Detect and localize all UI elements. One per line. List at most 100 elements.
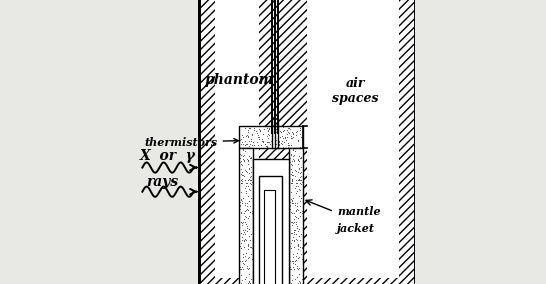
Point [295,214,304,218]
Point [292,232,300,237]
Point [239,252,247,256]
Point [289,157,298,161]
Point [293,226,301,231]
Point [275,139,284,143]
Point [235,160,244,165]
Point [260,142,269,147]
Point [258,139,267,144]
Point [239,172,247,177]
Point [263,126,271,130]
Point [255,127,264,131]
Point [239,228,248,233]
Polygon shape [303,126,307,148]
Point [237,220,246,225]
Point [284,144,293,149]
Point [241,219,250,224]
Point [291,254,300,258]
Point [287,134,296,138]
Point [241,201,250,205]
Point [286,259,294,264]
Point [244,139,253,143]
Point [287,167,296,172]
Point [245,266,253,270]
Point [288,235,297,239]
Point [240,245,248,249]
Point [239,157,247,161]
Point [286,200,294,204]
Point [289,135,298,140]
Point [245,227,253,231]
Point [298,209,306,213]
Point [296,175,305,179]
Point [253,133,262,138]
Point [270,129,278,134]
Point [283,131,292,136]
Point [241,134,250,139]
Point [240,174,248,178]
Point [243,156,252,161]
Point [286,267,295,272]
Point [279,129,288,133]
Point [265,126,274,130]
Point [239,220,248,224]
Point [291,237,300,241]
Point [242,264,251,268]
Point [296,156,305,161]
Point [242,224,251,229]
Point [288,162,296,167]
Point [247,257,256,262]
Point [236,203,245,208]
Point [235,202,244,207]
Point [288,178,296,183]
Point [247,180,256,185]
Point [247,211,256,216]
Point [296,252,305,257]
Point [288,282,297,284]
Point [296,174,305,178]
Point [239,261,247,266]
Point [245,281,254,284]
Point [293,266,301,271]
Point [237,167,246,172]
Point [287,178,296,182]
Point [296,210,305,214]
Point [242,204,251,208]
Point [247,281,256,284]
Point [277,141,286,146]
Point [292,257,301,262]
Point [262,140,271,144]
Point [263,145,271,149]
Point [271,137,280,142]
Point [294,178,303,182]
Point [246,136,255,141]
Point [296,204,305,208]
Point [272,126,281,131]
Point [238,173,246,178]
Point [236,137,245,141]
Point [284,130,293,135]
Point [239,282,248,284]
Point [281,135,289,139]
Point [258,138,267,143]
Point [238,201,246,206]
Point [283,141,292,145]
Point [289,172,298,177]
Point [296,128,305,133]
Bar [264,190,275,284]
Point [288,259,297,264]
Point [246,141,254,146]
Point [245,280,254,284]
Point [254,135,263,139]
Point [292,221,300,226]
Point [241,209,250,214]
Point [238,221,247,226]
Point [294,159,303,164]
Point [290,230,299,235]
Point [241,186,250,191]
Point [240,211,248,215]
Point [289,266,298,271]
Point [242,275,251,280]
Point [294,194,303,199]
Bar [253,159,289,284]
Point [295,199,304,204]
